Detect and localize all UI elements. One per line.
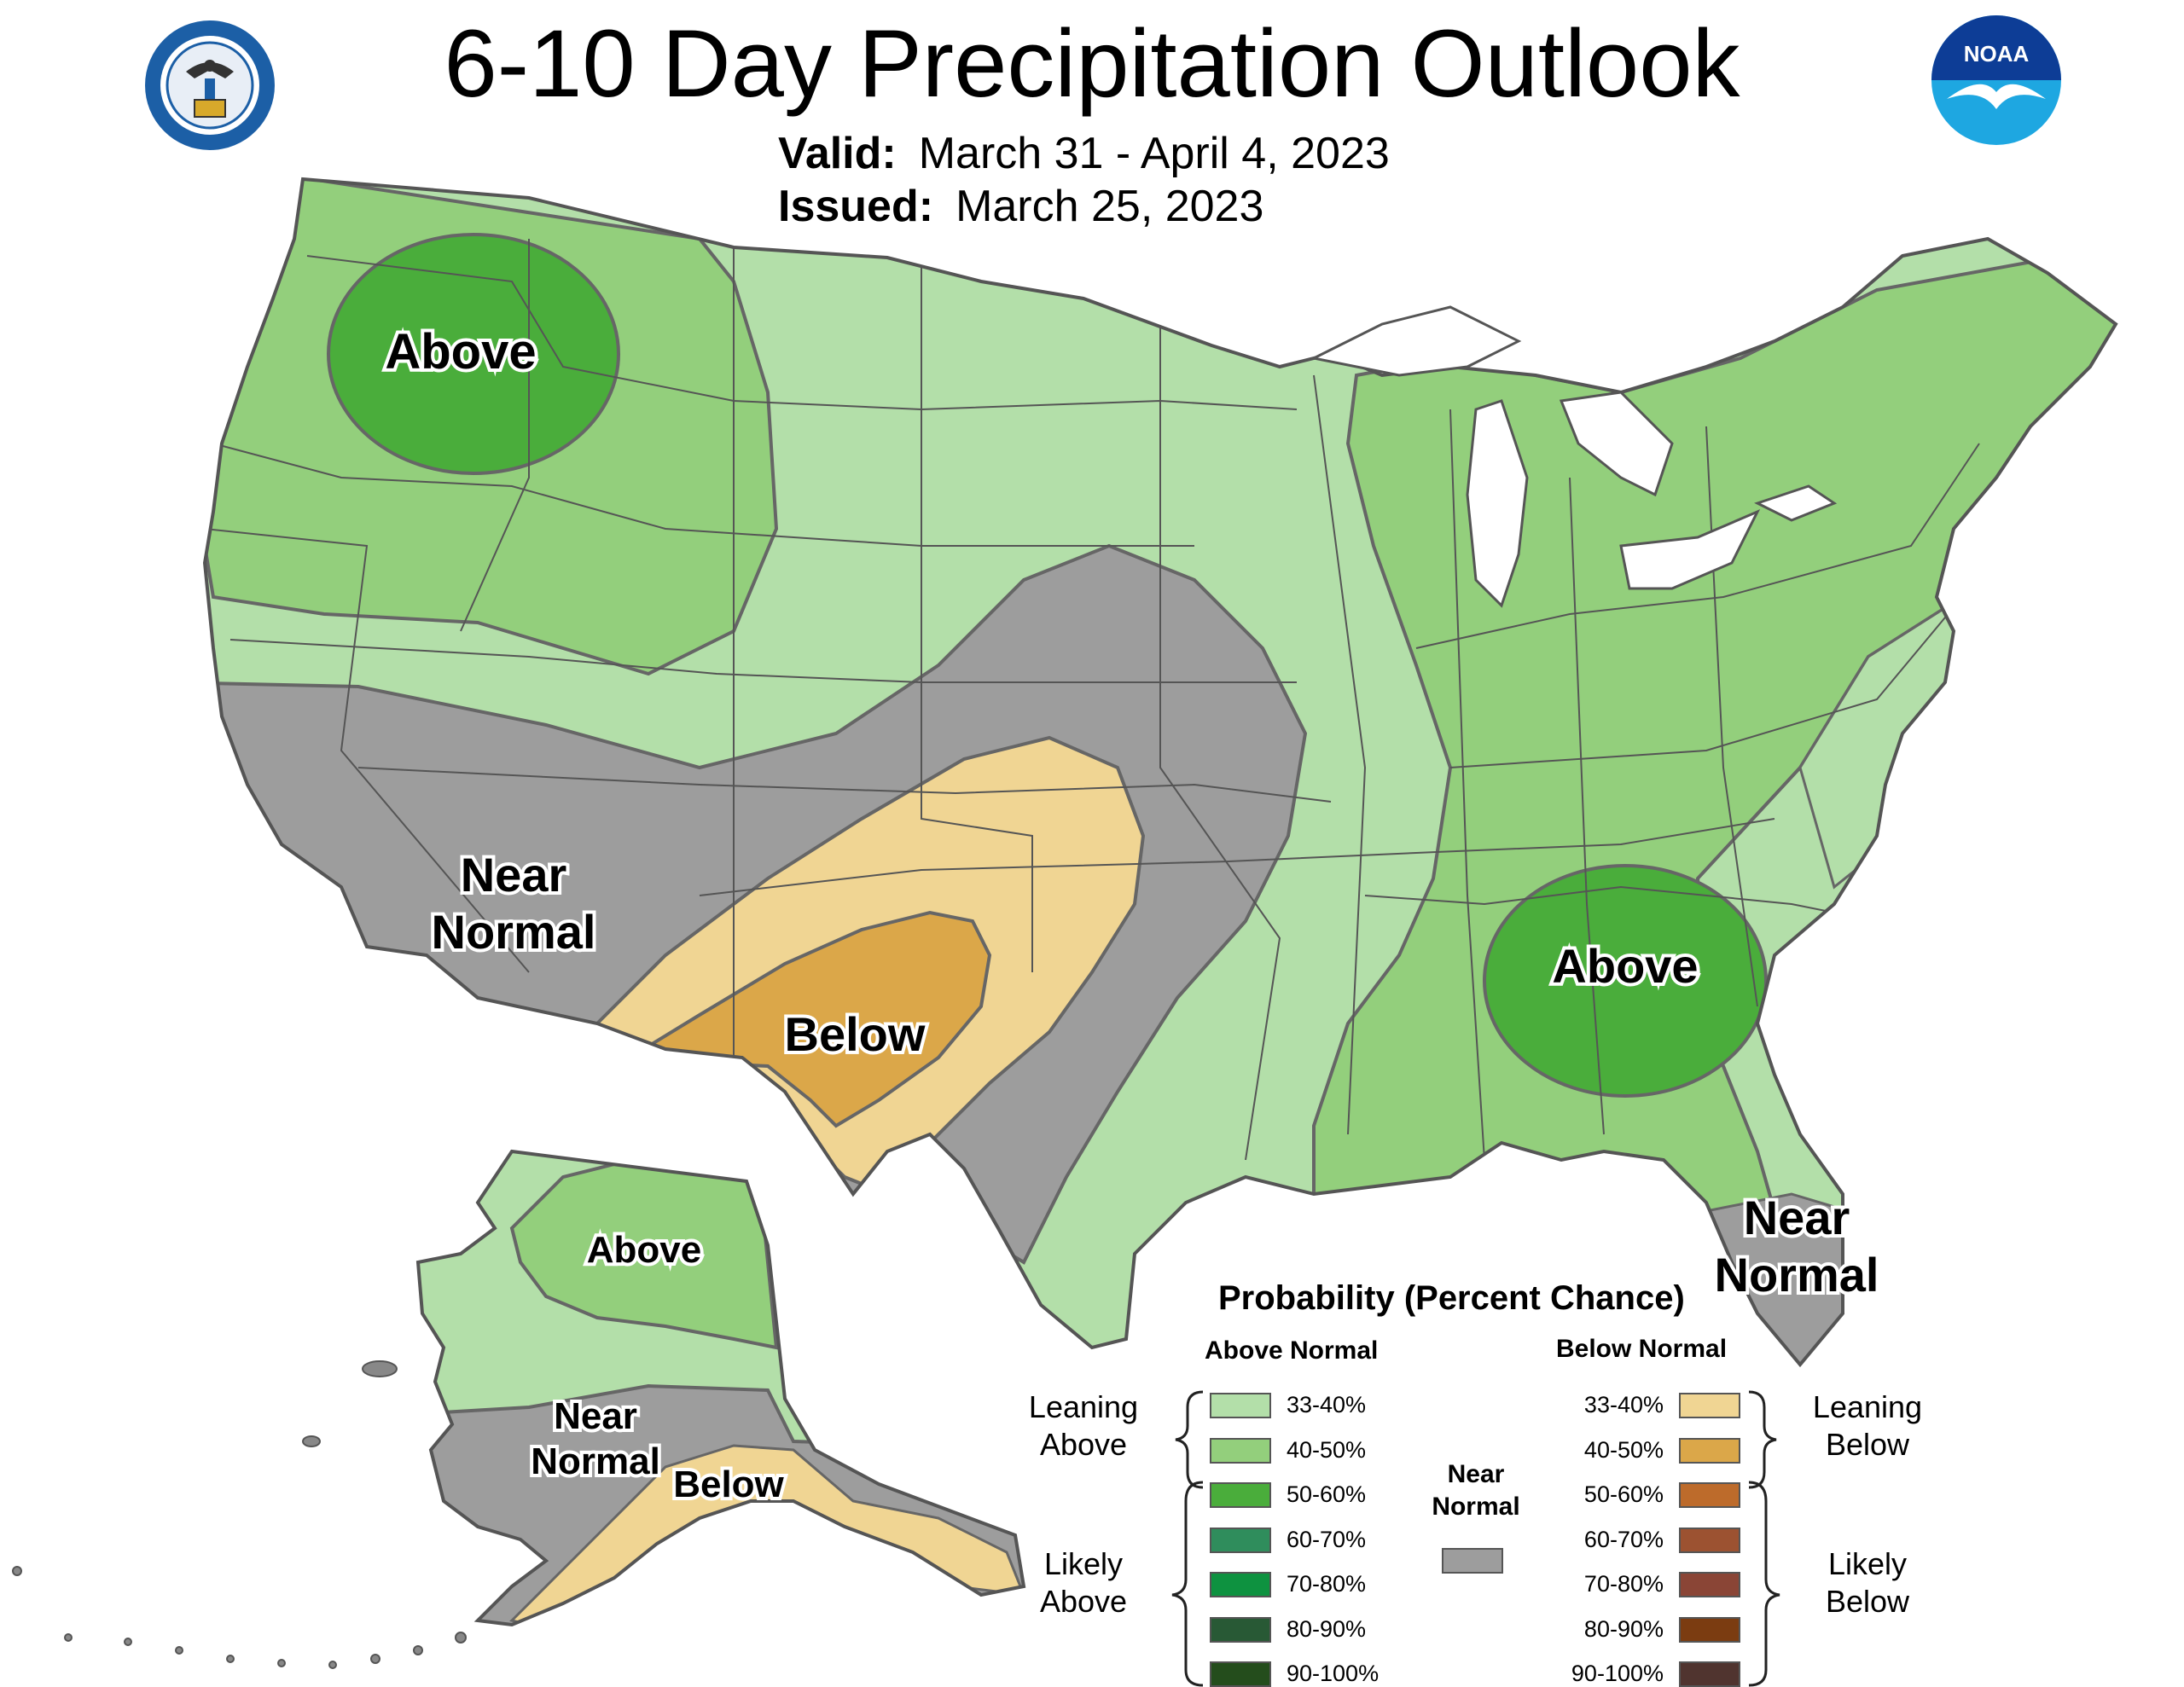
legend-below-swatch	[1679, 1572, 1740, 1597]
alaska-outline	[415, 1149, 1026, 1627]
legend-near-normal: Near Normal	[1432, 1460, 1520, 1521]
label-ak-near: Near	[554, 1395, 637, 1437]
legend-above-swatch	[1210, 1616, 1271, 1643]
legend-below-swatch	[1679, 1393, 1740, 1418]
noaa-logo-icon: NOAA	[1931, 15, 2061, 145]
state-boundaries	[205, 239, 1980, 1161]
legend-above-swatch	[1210, 1393, 1271, 1418]
noaa-logo-text: NOAA	[1964, 41, 2030, 67]
legend-below-label: 40-50%	[1583, 1436, 1664, 1463]
legend-above-label: 50-60%	[1287, 1481, 1367, 1507]
legend-below-header: Below Normal	[1556, 1335, 1728, 1363]
legend-below-label: 80-90%	[1583, 1615, 1664, 1642]
aleutian-islands	[12, 1360, 467, 1669]
label-fl-near: Near	[1744, 1191, 1850, 1244]
label-below: Below	[785, 1007, 926, 1061]
legend-below-label: 90-100%	[1571, 1661, 1664, 1686]
legend-above-swatch	[1210, 1661, 1271, 1687]
great-lakes	[1310, 305, 1838, 608]
legend-title: Probability (Percent Chance)	[1218, 1279, 1685, 1317]
conus-outline	[202, 177, 2118, 1368]
label-ak-normal: Normal	[531, 1441, 660, 1482]
label-sw-near: Near	[461, 848, 567, 901]
legend-above-label: 80-90%	[1287, 1615, 1367, 1642]
issued-label: Issued:	[778, 182, 934, 231]
legend-above-swatch	[1210, 1482, 1271, 1508]
valid-label: Valid:	[778, 129, 897, 178]
legend-below-swatch	[1679, 1482, 1740, 1508]
legend-below-swatch	[1679, 1437, 1740, 1464]
label-se-above: Above	[1552, 939, 1698, 993]
legend-below-swatch	[1679, 1616, 1740, 1643]
issued-line: Issued: March 25, 2023	[778, 181, 1263, 232]
legend-above-swatch	[1210, 1527, 1271, 1553]
commerce-seal-icon	[145, 20, 275, 150]
legend-above-label: 70-80%	[1287, 1571, 1367, 1597]
valid-value: March 31 - April 4, 2023	[918, 129, 1390, 178]
valid-line: Valid: March 31 - April 4, 2023	[778, 128, 1390, 179]
legend-below-swatch	[1679, 1661, 1740, 1687]
legend-below-label: 60-70%	[1583, 1526, 1664, 1552]
legend-below-label: 33-40%	[1583, 1392, 1664, 1417]
legend-below-swatch	[1679, 1527, 1740, 1553]
legend-below-label: 50-60%	[1583, 1481, 1664, 1507]
legend-likely-below: Likely Below	[1825, 1546, 1910, 1619]
legend-above-label: 60-70%	[1287, 1526, 1367, 1552]
legend-above-label: 40-50%	[1287, 1436, 1367, 1463]
legend-above-label: 33-40%	[1287, 1392, 1367, 1417]
legend-below-label: 70-80%	[1583, 1571, 1664, 1597]
legend-above-swatch	[1210, 1437, 1271, 1464]
legend-above-swatch	[1210, 1572, 1271, 1597]
label-ak-below: Below	[673, 1464, 784, 1505]
legend-leaning-below: Leaning Below	[1812, 1389, 1923, 1462]
label-fl-normal: Normal	[1715, 1248, 1879, 1301]
issued-value: March 25, 2023	[956, 182, 1264, 231]
legend-above-label: 90-100%	[1287, 1661, 1380, 1686]
legend-leaning-above: Leaning Above	[1028, 1389, 1139, 1462]
label-ak-above: Above	[587, 1229, 701, 1271]
legend-likely-above: Likely Above	[1039, 1546, 1128, 1619]
legend-above-header: Above Normal	[1205, 1336, 1379, 1365]
label-nw-above: Above	[385, 324, 536, 380]
legend-near-normal-swatch	[1442, 1548, 1503, 1574]
page-title: 6-10 Day Precipitation Outlook	[444, 10, 1740, 117]
label-sw-normal: Normal	[432, 905, 596, 959]
